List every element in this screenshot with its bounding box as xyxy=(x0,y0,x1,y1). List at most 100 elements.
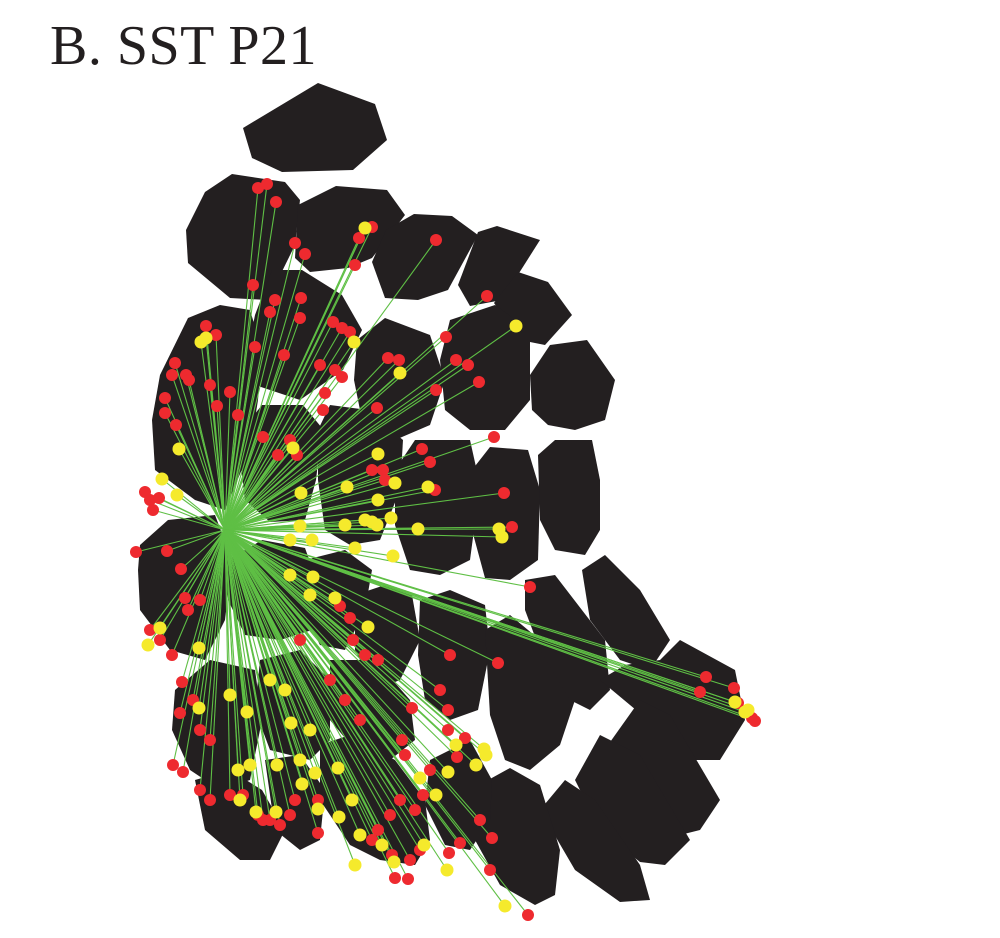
red-cell-marker xyxy=(299,248,311,260)
yellow-cell-marker xyxy=(303,723,317,737)
projection-line xyxy=(224,227,366,531)
red-cell-marker xyxy=(179,592,191,604)
yellow-cell-marker xyxy=(388,476,402,490)
projection-line xyxy=(180,529,226,570)
red-cell-marker xyxy=(336,371,348,383)
yellow-cell-marker xyxy=(194,335,208,349)
projection-line xyxy=(224,529,369,628)
red-cell-marker xyxy=(353,232,365,244)
yellow-cell-marker xyxy=(294,486,308,500)
yellow-cell-marker xyxy=(170,488,184,502)
projection-line xyxy=(224,529,314,578)
projection-line xyxy=(224,529,421,779)
red-cell-marker xyxy=(317,404,329,416)
projection-line xyxy=(224,529,449,731)
barrel xyxy=(538,440,600,555)
red-cell-marker xyxy=(454,837,466,849)
projection-line xyxy=(216,405,226,531)
yellow-cell-marker xyxy=(340,480,354,494)
red-cell-marker xyxy=(182,604,194,616)
red-cell-marker xyxy=(409,804,421,816)
projection-line xyxy=(224,529,278,766)
yellow-cell-marker xyxy=(417,838,431,852)
projection-line xyxy=(224,529,735,689)
projection-line xyxy=(224,346,256,531)
projection-line xyxy=(224,354,285,531)
red-cell-marker xyxy=(484,864,496,876)
red-cell-marker xyxy=(144,494,156,506)
red-cell-marker xyxy=(319,387,331,399)
red-cell-marker xyxy=(274,819,286,831)
yellow-cell-marker xyxy=(233,793,247,807)
yellow-cell-marker xyxy=(477,742,491,756)
projection-line xyxy=(224,436,264,531)
red-cell-marker xyxy=(394,794,406,806)
red-cell-marker xyxy=(211,400,223,412)
red-cell-marker xyxy=(312,794,324,806)
projection-line xyxy=(171,529,226,656)
projection-line xyxy=(224,529,316,774)
red-cell-marker xyxy=(176,676,188,688)
projection-line xyxy=(224,529,499,664)
red-cell-marker xyxy=(232,409,244,421)
projection-line xyxy=(224,529,503,538)
projection-line xyxy=(224,364,321,531)
red-cell-marker xyxy=(200,320,212,332)
yellow-cell-marker xyxy=(283,568,297,582)
red-cell-marker xyxy=(312,827,324,839)
red-cell-marker xyxy=(194,594,206,606)
projection-line xyxy=(224,529,361,836)
projection-line xyxy=(224,525,301,531)
red-cell-marker xyxy=(159,407,171,419)
yellow-cell-marker xyxy=(283,533,297,547)
projection-line xyxy=(224,359,457,531)
yellow-cell-marker xyxy=(192,701,206,715)
red-cell-marker xyxy=(404,854,416,866)
projection-line xyxy=(164,412,226,531)
projection-line xyxy=(224,529,336,599)
yellow-cell-marker xyxy=(153,621,167,635)
projection-line xyxy=(224,479,386,531)
projection-line xyxy=(209,529,226,801)
projection-line xyxy=(224,529,353,801)
yellow-cell-marker xyxy=(440,863,454,877)
yellow-cell-marker xyxy=(347,335,361,349)
barrel xyxy=(395,440,480,575)
yellow-cell-marker xyxy=(172,442,186,456)
red-cell-marker xyxy=(728,682,740,694)
yellow-cell-marker xyxy=(263,673,277,687)
red-cell-marker xyxy=(473,376,485,388)
red-cell-marker xyxy=(486,832,498,844)
yellow-cell-marker xyxy=(741,703,755,717)
projection-line xyxy=(224,529,425,846)
projection-line xyxy=(209,529,226,741)
red-cell-marker xyxy=(324,674,336,686)
projection-line xyxy=(199,529,226,791)
projection-line xyxy=(181,529,226,683)
projection-line xyxy=(161,478,226,531)
red-cell-marker xyxy=(749,715,761,727)
projection-line xyxy=(224,359,400,531)
projection-line xyxy=(224,264,356,531)
projection-line xyxy=(205,337,226,531)
red-cell-marker xyxy=(382,352,394,364)
yellow-cell-marker xyxy=(469,758,483,772)
projection-line xyxy=(224,528,500,531)
red-cell-marker xyxy=(289,794,301,806)
red-cell-marker xyxy=(506,521,518,533)
red-cell-marker xyxy=(396,734,408,746)
projection-line xyxy=(215,334,226,531)
yellow-cell-marker xyxy=(384,511,398,525)
projection-line xyxy=(224,529,441,691)
red-cell-marker xyxy=(416,443,428,455)
projection-line xyxy=(224,482,396,531)
yellow-cell-marker xyxy=(305,533,319,547)
barrel xyxy=(608,700,720,835)
projection-line xyxy=(224,529,303,785)
red-cell-marker xyxy=(430,384,442,396)
projection-line xyxy=(135,529,226,553)
red-cell-marker xyxy=(210,329,222,341)
barrel xyxy=(330,660,415,760)
projection-line xyxy=(224,529,421,851)
red-cell-marker xyxy=(492,657,504,669)
